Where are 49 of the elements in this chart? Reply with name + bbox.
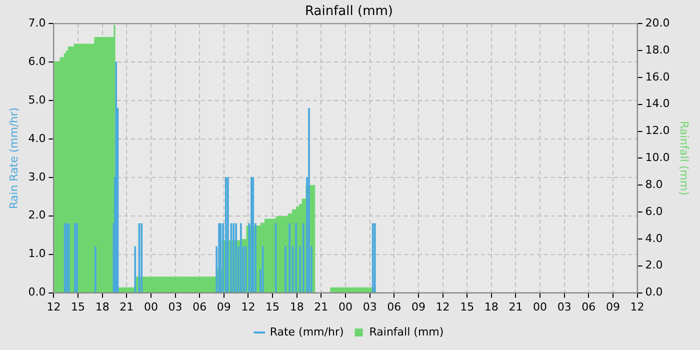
x-tick-label: 18 xyxy=(484,300,498,314)
x-tick-label: 03 xyxy=(557,300,572,314)
y2-tick-label: 8.0 xyxy=(645,178,663,191)
y2-tick-label: 4.0 xyxy=(645,232,663,245)
x-tick-label: 21 xyxy=(120,300,134,314)
y2-tick-label: 2.0 xyxy=(645,258,663,272)
y2-tick-label: 16.0 xyxy=(645,70,670,84)
x-tick-label: 21 xyxy=(314,300,328,314)
y2-tick-label: 10.0 xyxy=(645,151,670,164)
x-tick-label: 09 xyxy=(216,300,231,314)
y2-tick-label: 18.0 xyxy=(645,43,670,56)
x-tick-label: 09 xyxy=(606,300,620,314)
x-tick-label: 21 xyxy=(508,300,523,314)
x-tick-label: 15 xyxy=(460,300,474,314)
x-tick-label: 15 xyxy=(266,300,280,314)
y-tick-label: 0.0 xyxy=(28,286,46,299)
x-tick-label: 12 xyxy=(436,300,450,314)
y2-tick-label: 20.0 xyxy=(645,16,670,30)
chart-title: Rainfall (mm) xyxy=(305,4,393,20)
x-tick-label: 00 xyxy=(338,300,352,314)
y2-tick-label: 14.0 xyxy=(645,97,670,110)
legend-label: Rainfall (mm) xyxy=(369,325,444,338)
x-tick-label: 09 xyxy=(411,300,426,314)
y-tick-label: 5.0 xyxy=(28,93,46,106)
x-tick-label: 06 xyxy=(387,300,402,314)
x-tick-label: 12 xyxy=(241,300,256,314)
x-tick-label: 12 xyxy=(630,300,644,314)
x-tick-label: 12 xyxy=(46,300,61,314)
y2-tick-label: 0.0 xyxy=(645,286,663,299)
x-tick-label: 15 xyxy=(71,300,86,314)
x-tick-label: 06 xyxy=(192,300,207,314)
y2-axis-title: Rainfall (mm) xyxy=(678,120,691,196)
x-tick-label: 06 xyxy=(582,300,596,314)
y-tick-label: 2.0 xyxy=(28,208,46,222)
x-tick-label: 03 xyxy=(362,300,377,314)
x-tick-label: 03 xyxy=(168,300,182,314)
x-tick-label: 00 xyxy=(533,300,548,314)
y-tick-label: 6.0 xyxy=(28,54,46,68)
x-tick-label: 00 xyxy=(144,300,158,314)
y2-tick-label: 6.0 xyxy=(645,204,663,218)
y-tick-label: 4.0 xyxy=(28,132,46,145)
legend-label: Rate (mm/hr) xyxy=(270,325,344,338)
y-tick-label: 1.0 xyxy=(28,247,46,260)
x-tick-label: 18 xyxy=(95,300,110,314)
x-tick-label: 18 xyxy=(290,300,304,314)
y-tick-label: 7.0 xyxy=(28,16,46,30)
y-tick-label: 3.0 xyxy=(28,170,46,184)
y2-tick-label: 12.0 xyxy=(645,124,670,138)
y-axis-title: Rain Rate (mm/hr) xyxy=(7,107,20,210)
